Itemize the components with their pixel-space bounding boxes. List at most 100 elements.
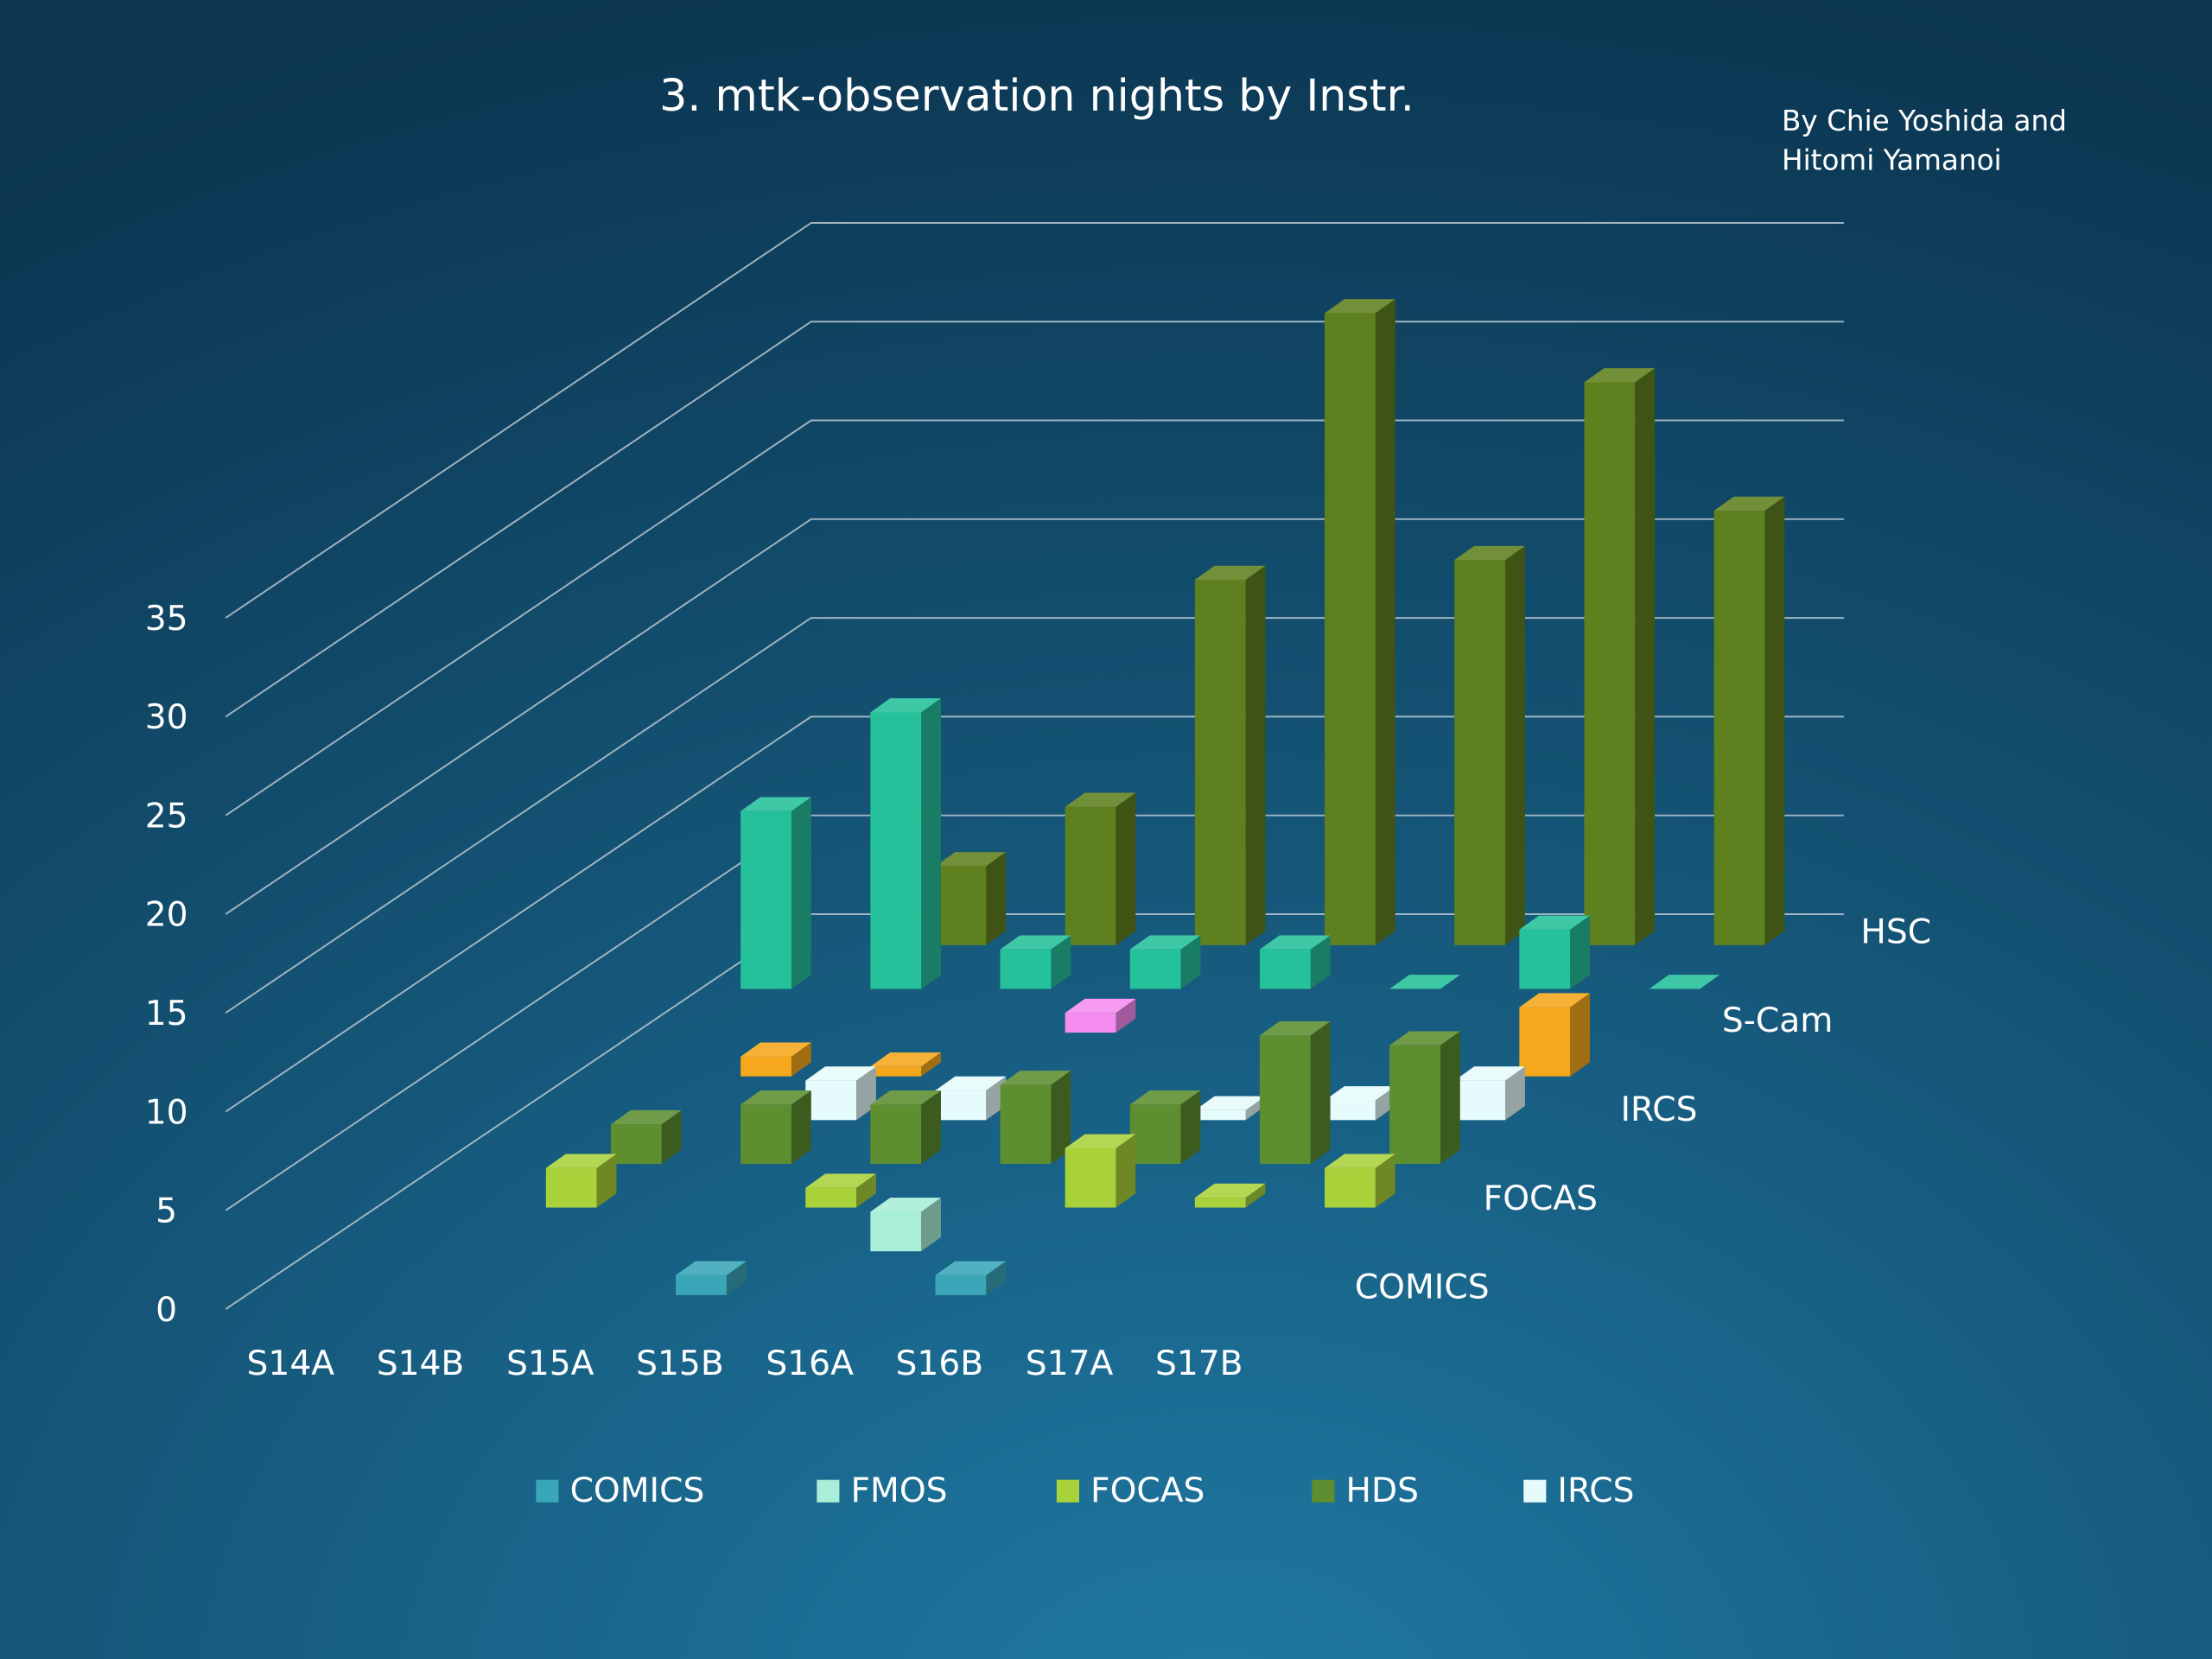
x-tick-label: S16B <box>896 1344 984 1383</box>
x-tick-label: S17B <box>1155 1344 1243 1383</box>
y-tick-label: 0 <box>156 1291 177 1330</box>
bar-side <box>1440 1031 1460 1164</box>
bar-front <box>1065 1147 1116 1208</box>
bar-top <box>870 1052 941 1067</box>
bar <box>741 1090 811 1164</box>
bar-side <box>1116 1134 1136 1208</box>
labels: 0 5 10 15 20 25 30 35 S14A S14B S15A S15B S16A S16B S1… <box>145 600 1931 1510</box>
annotation: Hitomi Yamanoi <box>1782 144 2002 177</box>
bar-front <box>741 810 791 989</box>
bar-side <box>1570 915 1590 989</box>
bar-top <box>1454 545 1525 561</box>
bar-side <box>1570 993 1590 1077</box>
bar <box>1065 1134 1136 1208</box>
bar <box>1389 1031 1460 1164</box>
bar-side <box>921 1052 941 1077</box>
x-tick-label: S16A <box>766 1344 854 1383</box>
bar-front <box>610 1124 662 1164</box>
bar-side <box>986 1261 1007 1295</box>
bar-front <box>741 1104 791 1164</box>
bar <box>1325 299 1395 945</box>
bar-side <box>791 1042 811 1077</box>
bar-top <box>1259 935 1331 950</box>
bar-top <box>610 1109 682 1125</box>
bar-front <box>1519 1007 1571 1077</box>
bar <box>935 1076 1007 1121</box>
bar <box>870 1052 941 1077</box>
bar <box>741 797 811 989</box>
bar-front <box>1065 806 1116 945</box>
bar-front <box>1389 1045 1440 1164</box>
bar-front <box>1259 1035 1311 1164</box>
bar-top <box>1325 1086 1395 1101</box>
bar-front <box>935 1274 987 1295</box>
bar-top <box>1000 935 1071 950</box>
bar-front <box>1325 1167 1376 1208</box>
bar-front <box>1325 313 1376 945</box>
bar-side <box>1505 545 1525 945</box>
bar-top <box>935 1261 1007 1275</box>
bar <box>935 852 1007 945</box>
bar <box>1194 1183 1266 1208</box>
bar-front <box>1519 929 1571 989</box>
bar-side <box>1245 1183 1266 1208</box>
legend-label: FOCAS <box>1090 1471 1205 1510</box>
bar-top <box>1194 565 1266 581</box>
bar-front <box>805 1187 857 1208</box>
x-tick-label: S14A <box>247 1344 335 1383</box>
bar <box>1259 935 1331 989</box>
bar-side <box>1180 935 1201 989</box>
bar-front <box>1325 1100 1376 1121</box>
bar-top <box>870 1090 941 1105</box>
y-tick-label: 20 <box>145 896 188 935</box>
bar <box>1065 998 1136 1033</box>
depth-label: HSC <box>1860 912 1931 951</box>
grid-line <box>225 321 1844 718</box>
x-tick-label: S15B <box>636 1344 724 1383</box>
bar-top <box>1584 368 1656 383</box>
bar-top <box>1000 1071 1071 1085</box>
bar-side <box>1505 1066 1525 1121</box>
legend-label: FMOS <box>850 1471 947 1510</box>
grid-line <box>225 419 1844 817</box>
bar <box>935 1261 1007 1295</box>
bar-side <box>986 852 1007 945</box>
bar <box>610 1109 682 1164</box>
bar-top <box>1713 496 1785 512</box>
bars <box>545 299 1785 1295</box>
bar-front <box>870 712 922 989</box>
bar-side <box>1310 935 1331 989</box>
annotation: By Chie Yoshida and <box>1782 105 2067 137</box>
x-tick-label: S15A <box>506 1344 594 1383</box>
bar <box>741 1042 811 1077</box>
bar <box>805 1066 876 1121</box>
legend-label: HDS <box>1346 1471 1419 1510</box>
bar <box>1000 1071 1071 1164</box>
bar <box>1649 975 1720 989</box>
bar-top <box>1649 975 1720 989</box>
bar-side <box>791 797 811 989</box>
bar-side <box>921 698 941 989</box>
bar-top <box>935 1076 1007 1091</box>
bar-top <box>1519 993 1590 1007</box>
bar-front <box>1713 511 1765 945</box>
bar-top <box>1065 998 1136 1014</box>
bar-side <box>921 1090 941 1164</box>
bar-front <box>741 1056 791 1077</box>
bar-side <box>791 1090 811 1164</box>
bar <box>1065 792 1136 945</box>
bar <box>545 1154 617 1208</box>
bar-top <box>1454 1066 1525 1081</box>
bar-side <box>1116 792 1136 945</box>
bar-side <box>1310 1021 1331 1164</box>
bar-front <box>1000 1084 1052 1164</box>
bar <box>1325 1154 1395 1208</box>
bar-front <box>1129 1104 1181 1164</box>
y-tick-label: 15 <box>145 995 188 1033</box>
bar-front <box>870 1066 922 1077</box>
bar-front <box>1194 1109 1246 1121</box>
bar <box>1519 915 1590 989</box>
x-tick-label: S17A <box>1026 1344 1114 1383</box>
